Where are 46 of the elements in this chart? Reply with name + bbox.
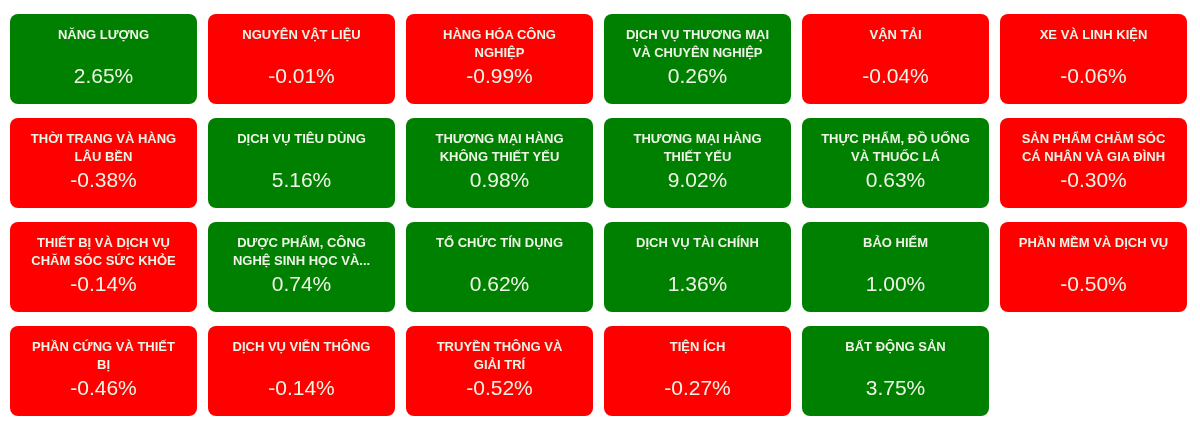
category-label: DỊCH VỤ THƯƠNG MẠI VÀ CHUYÊN NGHIỆP <box>625 26 770 60</box>
category-label: THIẾT BỊ VÀ DỊCH VỤ CHĂM SÓC SỨC KHỎE <box>31 234 177 268</box>
category-label: PHẦN CỨNG VÀ THIẾT BỊ <box>32 338 176 372</box>
category-label: NĂNG LƯỢNG <box>57 26 150 42</box>
category-label: THƯƠNG MẠI HÀNG KHÔNG THIẾT YẾU <box>435 130 564 164</box>
category-label: DỊCH VỤ VIỄN THÔNG <box>232 338 371 354</box>
data-label: 5.16% <box>271 167 332 191</box>
category-label: NGUYÊN VẬT LIỆU <box>242 26 361 42</box>
data-label: 0.98% <box>469 167 530 191</box>
category-label: THỜI TRANG VÀ HÀNG LÂU BỀN <box>30 130 177 164</box>
category-label: TIỆN ÍCH <box>669 338 726 354</box>
category-label: DỊCH VỤ TÀI CHÍNH <box>636 234 759 250</box>
category-label: TỔ CHỨC TÍN DỤNG <box>435 234 564 250</box>
category-label: XE VÀ LINH KIỆN <box>1039 26 1148 42</box>
category-label: SẢN PHẨM CHĂM SÓC CÁ NHÂN VÀ GIA ĐÌNH <box>1021 130 1166 164</box>
data-label: 1.36% <box>667 271 728 295</box>
data-label: 0.62% <box>469 271 530 295</box>
data-label: -0.38% <box>70 167 137 191</box>
category-label: VẬN TẢI <box>869 26 922 42</box>
data-label: -0.52% <box>466 375 533 399</box>
data-label: -0.99% <box>466 63 533 87</box>
data-label: 2.65% <box>73 63 134 87</box>
data-label: -0.06% <box>1060 63 1127 87</box>
data-label: -0.14% <box>70 271 137 295</box>
data-label: 0.26% <box>667 63 728 87</box>
category-label: DỊCH VỤ TIÊU DÙNG <box>237 130 366 146</box>
data-label: -0.46% <box>70 375 137 399</box>
category-label: BẤT ĐỘNG SẢN <box>845 338 946 354</box>
data-label: 1.00% <box>865 271 926 295</box>
category-label: HÀNG HÓA CÔNG NGHIỆP <box>443 26 556 60</box>
data-label: 9.02% <box>667 167 728 191</box>
category-label: DƯỢC PHẨM, CÔNG NGHỆ SINH HỌC VÀ... <box>232 234 371 268</box>
data-label: 0.63% <box>865 167 926 191</box>
data-label: -0.14% <box>268 375 335 399</box>
data-label: -0.30% <box>1060 167 1127 191</box>
category-label: THỰC PHẨM, ĐỒ UỐNG VÀ THUỐC LÁ <box>821 130 970 164</box>
data-label: -0.27% <box>664 375 731 399</box>
category-label: PHẦN MỀM VÀ DỊCH VỤ <box>1018 234 1169 250</box>
data-label: 3.75% <box>865 375 926 399</box>
data-label: -0.01% <box>268 63 335 87</box>
category-label: TRUYỀN THÔNG VÀ GIẢI TRÍ <box>436 338 563 372</box>
category-label: BẢO HIỂM <box>863 234 928 250</box>
category-label: THƯƠNG MẠI HÀNG THIẾT YẾU <box>633 130 762 164</box>
data-label: -0.50% <box>1060 271 1127 295</box>
data-label: -0.04% <box>862 63 929 87</box>
data-label: 0.74% <box>271 271 332 295</box>
